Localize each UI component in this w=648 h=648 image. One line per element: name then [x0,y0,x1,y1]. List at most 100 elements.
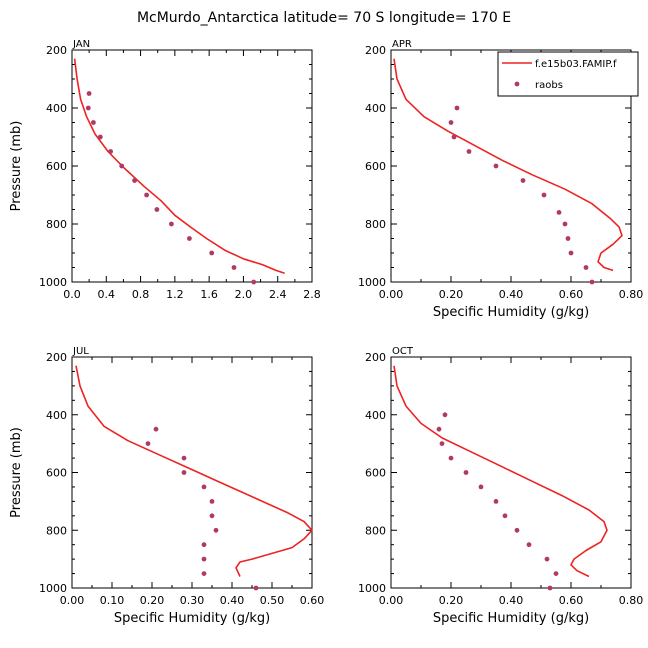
y-tick-label: 200 [46,351,67,364]
y-tick-label: 400 [365,409,386,422]
raobs-point [97,134,103,140]
raobs-point [201,556,207,562]
raobs-point [547,585,553,591]
raobs-point [451,134,457,140]
raobs-point [187,236,192,241]
raobs-point [493,163,499,169]
raobs-point [541,192,547,198]
x-tick-label: 0.30 [180,594,205,607]
x-axis-label: Specific Humidity (g/kg) [433,611,589,626]
raobs-point [253,585,259,591]
model-profile-line [393,365,608,578]
x-tick-label: 0.20 [439,594,464,607]
raobs-point [209,250,215,256]
x-tick-label: 0.00 [379,288,404,301]
panel-label: APR [392,39,412,50]
legend-obs-marker [514,81,520,87]
raobs-point [231,265,237,270]
raobs-point [520,178,526,183]
y-tick-label: 800 [365,524,386,537]
raobs-point [144,192,150,198]
y-tick-label: 800 [46,218,67,231]
x-tick-label: 2.4 [269,288,287,301]
x-tick-label: 0.20 [140,594,165,607]
panel-label: JUL [72,346,89,357]
raobs-point [436,426,442,432]
model-profile-line [75,365,313,577]
raobs-point [181,470,187,475]
raobs-point [209,499,215,504]
raobs-point [448,455,454,461]
x-tick-label: 0.20 [439,288,464,301]
x-tick-label: 0.60 [559,594,584,607]
raobs-point [91,120,96,125]
raobs-point [154,207,160,212]
raobs-point [201,571,207,576]
y-tick-label: 600 [365,467,386,480]
y-tick-label: 200 [365,44,386,57]
raobs-point [565,236,571,241]
raobs-point [209,513,215,519]
raobs-point [514,527,520,533]
x-tick-label: 0.8 [132,288,150,301]
raobs-point [553,571,559,576]
legend-obs-label: raobs [535,80,563,91]
plot-frame [390,356,632,589]
model-profile-line [393,58,623,272]
raobs-point [86,91,92,96]
panel-label: JAN [72,39,90,50]
raobs-point [132,178,138,183]
raobs-point [478,484,484,490]
x-tick-label: 1.6 [200,288,218,301]
y-tick-label: 800 [365,218,386,231]
y-tick-label: 400 [365,102,386,115]
y-tick-label: 1000 [39,276,67,289]
y-tick-label: 200 [46,44,67,57]
raobs-point [502,513,508,519]
raobs-point [526,542,532,548]
y-tick-label: 600 [46,160,67,173]
raobs-point [583,265,589,270]
plot-frame [71,49,313,283]
raobs-point [153,426,159,432]
raobs-point [213,527,219,533]
legend-box [497,51,639,97]
x-tick-label: 1.2 [166,288,184,301]
raobs-point [201,542,207,548]
y-tick-label: 1000 [358,276,386,289]
raobs-point [454,105,460,111]
x-tick-label: 0.00 [379,594,404,607]
y-tick-label: 400 [46,409,67,422]
legend-model-label: f.e15b03.FAMIP.f [535,59,617,70]
x-tick-label: 0.50 [260,594,285,607]
raobs-point [201,484,207,490]
raobs-point [493,499,499,504]
y-tick-label: 800 [46,524,67,537]
raobs-point [544,556,550,562]
raobs-point [466,149,472,154]
raobs-point [145,441,151,446]
raobs-point [251,279,257,285]
x-tick-label: 0.40 [220,594,245,607]
y-tick-label: 400 [46,102,67,115]
raobs-point [85,105,91,111]
x-tick-label: 0.60 [300,594,325,607]
raobs-point [589,279,595,285]
x-tick-label: 0.40 [499,594,524,607]
x-tick-label: 0.40 [499,288,524,301]
x-tick-label: 0.60 [559,288,584,301]
x-tick-label: 2.0 [235,288,253,301]
x-tick-label: 0.80 [619,594,644,607]
x-tick-label: 0.10 [100,594,125,607]
y-tick-label: 600 [46,467,67,480]
raobs-point [463,470,469,475]
y-tick-label: 600 [365,160,386,173]
y-tick-label: 1000 [39,582,67,595]
x-tick-label: 2.8 [303,288,321,301]
figure-title: McMurdo_Antarctica latitude= 70 S longit… [137,10,511,26]
